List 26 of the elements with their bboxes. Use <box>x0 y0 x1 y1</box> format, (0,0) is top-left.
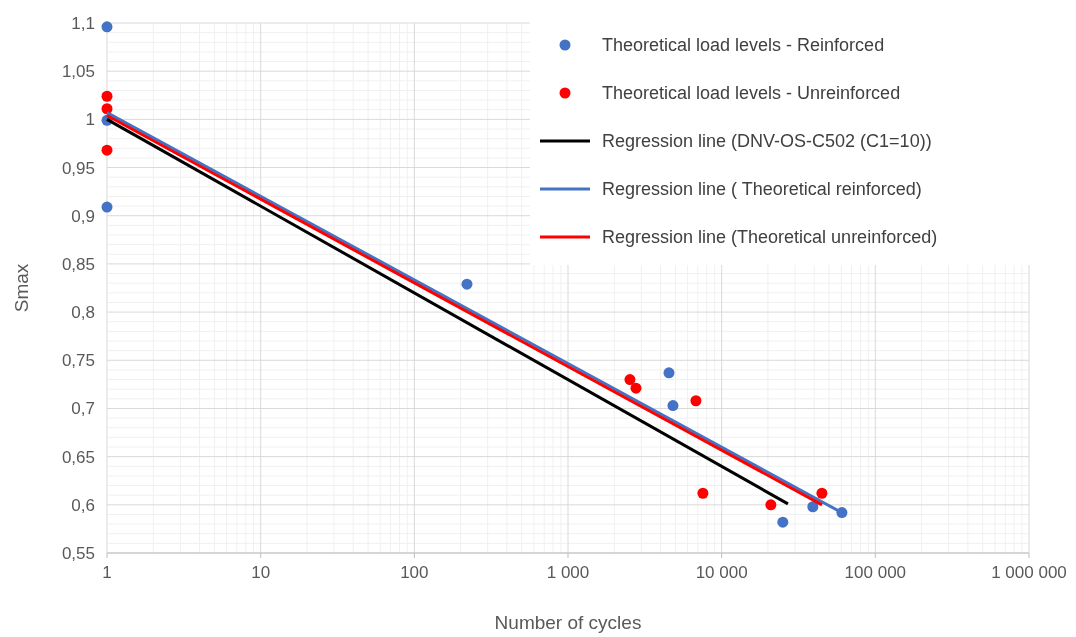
y-tick-label: 0,55 <box>61 544 95 563</box>
legend-label: Regression line (Theoretical unreinforced) <box>602 227 938 247</box>
y-tick-label: 0,85 <box>61 254 95 274</box>
x-tick-label: 100 <box>400 563 429 582</box>
legend-label: Theoretical load levels - Reinforced <box>602 35 885 55</box>
y-tick-label: 0,65 <box>61 447 95 467</box>
x-tick-label: 1 <box>102 563 112 582</box>
y-axis-title: Smax <box>11 263 32 313</box>
legend-label: Regression line (DNV-OS-C502 (C1=10)) <box>602 131 932 151</box>
x-tick-label: 10 <box>251 563 271 582</box>
x-tick-label: 10 000 <box>695 563 748 582</box>
x-tick-label: 1 000 000 <box>991 563 1067 582</box>
y-tick-label: 0,8 <box>71 303 95 323</box>
y-tick-label: 1,1 <box>71 14 95 33</box>
y-tick-label: 0,95 <box>61 158 95 178</box>
y-tick-label: 0,6 <box>71 495 95 515</box>
y-tick-label: 0,7 <box>71 399 95 419</box>
y-tick-label: 1,05 <box>61 62 95 82</box>
legend-label: Theoretical load levels - Unreinforced <box>602 83 901 103</box>
x-tick-label: 1 000 <box>546 563 590 582</box>
legend-label: Regression line ( Theoretical reinforced) <box>602 179 922 199</box>
y-tick-label: 0,9 <box>71 206 95 226</box>
y-tick-label: 0,75 <box>61 351 95 371</box>
x-axis-title: Number of cycles <box>494 612 642 633</box>
x-tick-label: 100 000 <box>844 563 907 582</box>
y-tick-label: 1 <box>85 110 95 130</box>
